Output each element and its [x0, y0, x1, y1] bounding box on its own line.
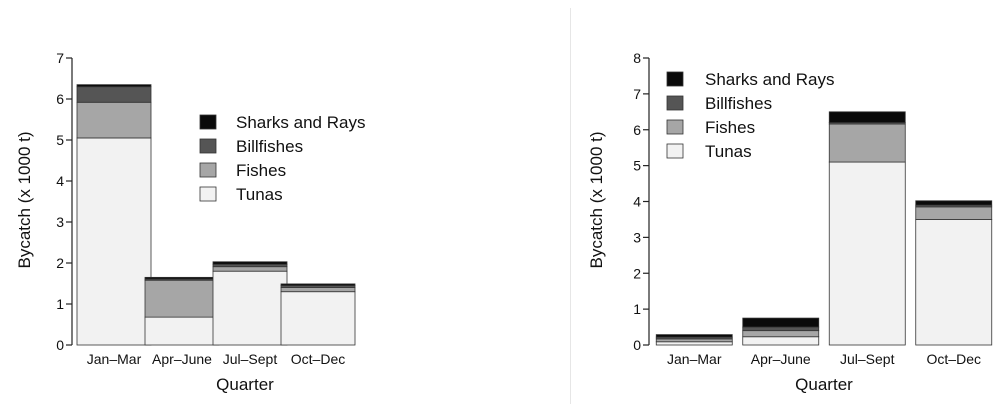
bar-segment-tunas [655, 341, 733, 346]
bar-segment-sharks-and-rays [742, 317, 820, 328]
bar-segment-fishes [828, 123, 906, 163]
y-tick-label: 7 [633, 86, 641, 102]
x-category-label: Jul–Sept [840, 351, 895, 367]
panel-divider [570, 8, 571, 404]
legend-swatch-fishes [199, 162, 217, 178]
y-axis-label: Bycatch (x 1000 t) [15, 131, 34, 268]
y-tick-label: 4 [633, 194, 641, 210]
bar-segment-sharks-and-rays [76, 84, 152, 88]
chart-legend: Sharks and Rays Billfishes Fishes Tunas [199, 113, 365, 204]
bar-segment-fishes [655, 338, 733, 343]
legend-swatch-tunas [666, 143, 684, 159]
bar-segment-fishes [76, 101, 152, 139]
legend-swatch-sharks-and-rays [199, 114, 217, 130]
legend-label-tunas: Tunas [705, 142, 752, 161]
right-chart-panel: 0 1 2 3 4 5 6 7 8 Bycatch (x 1000 t) Jan–Mar Apr–Ju… [571, 0, 997, 412]
bar-segment-tunas [828, 161, 906, 346]
y-tick-label: 2 [633, 265, 641, 281]
bar-segment-tunas [144, 316, 220, 346]
y-tick-label: 0 [633, 337, 641, 353]
legend-label-billfishes: Billfishes [705, 94, 772, 113]
bar-segment-sharks-and-rays [915, 200, 993, 206]
bar-segment-sharks-and-rays [828, 111, 906, 123]
x-category-label: Jul–Sept [223, 351, 278, 367]
bar-segment-tunas [212, 270, 288, 346]
bar-segment-tunas [915, 219, 993, 346]
x-category-label: Apr–June [152, 351, 212, 367]
y-tick-label: 7 [56, 50, 64, 66]
x-category-label: Jan–Mar [87, 351, 142, 367]
legend-swatch-sharks-and-rays [666, 71, 684, 87]
bar-segment-sharks-and-rays [144, 276, 220, 280]
y-tick-label: 4 [56, 173, 64, 189]
bar-segment-fishes [915, 206, 993, 220]
x-category-label: Oct–Dec [291, 351, 345, 367]
left-chart-panel: 0 1 2 3 4 5 6 7 Bycatch (x 1000 t) Jan–Mar Apr–Jun… [15, 50, 365, 394]
legend-swatch-tunas [199, 186, 217, 202]
bar-segment-fishes [212, 266, 288, 272]
legend-label-tunas: Tunas [236, 185, 283, 204]
legend-label-billfishes: Billfishes [236, 137, 303, 156]
legend-label-fishes: Fishes [705, 118, 755, 137]
y-tick-label: 1 [633, 301, 641, 317]
y-tick-label: 6 [633, 122, 641, 138]
legend-swatch-fishes [666, 119, 684, 135]
bar-segment-sharks-and-rays [212, 261, 288, 265]
x-axis-label: Quarter [216, 375, 274, 394]
legend-label-fishes: Fishes [236, 161, 286, 180]
chart-legend: Sharks and Rays Billfishes Fishes Tunas [666, 70, 834, 161]
y-tick-label: 8 [633, 50, 641, 66]
bar-segment-tunas [76, 137, 152, 346]
right-bycatch-chart: 0 1 2 3 4 5 6 7 8 Bycatch (x 1000 t) Jan–Mar Apr–Ju… [587, 50, 993, 394]
bar-segment-fishes [144, 279, 220, 318]
bar-segment-fishes [742, 330, 820, 338]
y-axis-label: Bycatch (x 1000 t) [587, 131, 606, 268]
x-category-label: Apr–June [751, 351, 811, 367]
left-bycatch-chart: 0 1 2 3 4 5 6 7 Bycatch (x 1000 t) Jan–Mar Apr–Jun… [15, 50, 365, 394]
bar-segment-tunas [280, 291, 356, 346]
bar-segment-billfishes [76, 86, 152, 103]
legend-label-sharks-and-rays: Sharks and Rays [236, 113, 365, 132]
y-tick-label: 3 [633, 229, 641, 245]
x-axis-label: Quarter [795, 375, 853, 394]
y-tick-label: 1 [56, 296, 64, 312]
y-tick-label: 0 [56, 337, 64, 353]
bar-segment-billfishes [742, 326, 820, 332]
legend-swatch-billfishes [666, 95, 684, 111]
bar-segment-tunas [742, 336, 820, 346]
x-category-label: Oct–Dec [927, 351, 981, 367]
y-tick-label: 5 [56, 132, 64, 148]
bar-segment-fishes [280, 287, 356, 293]
legend-swatch-billfishes [199, 138, 217, 154]
y-tick-label: 5 [633, 158, 641, 174]
x-category-label: Jan–Mar [667, 351, 722, 367]
bar-segment-sharks-and-rays [280, 283, 356, 286]
y-tick-label: 2 [56, 255, 64, 271]
bar-segment-sharks-and-rays [655, 334, 733, 338]
legend-label-sharks-and-rays: Sharks and Rays [705, 70, 834, 89]
y-tick-label: 3 [56, 214, 64, 230]
y-tick-label: 6 [56, 91, 64, 107]
